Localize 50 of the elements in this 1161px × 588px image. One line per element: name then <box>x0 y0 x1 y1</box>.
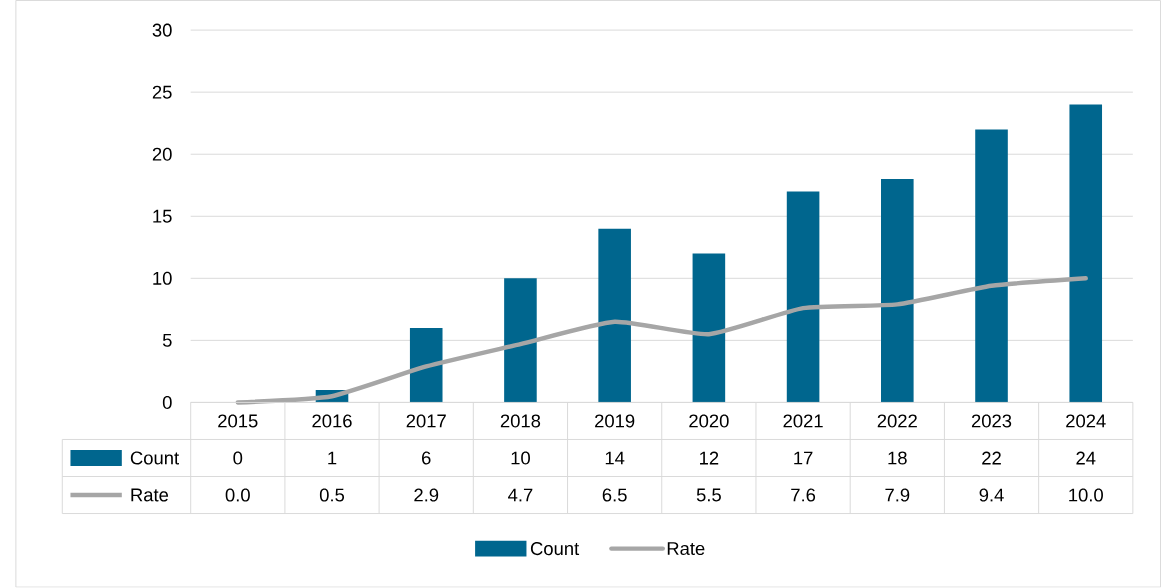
data-label: 10.0 <box>1069 488 1103 502</box>
bar <box>598 228 631 403</box>
x-tick-label: 2022 <box>877 414 917 428</box>
data-label: 0.0 <box>225 488 250 502</box>
data-label: 7.6 <box>791 488 816 502</box>
bar <box>504 278 537 403</box>
data-label: 18 <box>888 451 907 465</box>
y-tick-label: 30 <box>152 23 172 37</box>
x-tick-label: 2024 <box>1066 414 1106 428</box>
data-label: 6.5 <box>602 488 627 502</box>
x-tick-label: 2021 <box>783 414 823 428</box>
text: Count <box>130 451 179 465</box>
y-tick-label: 0 <box>162 396 172 410</box>
data-label: 5.5 <box>696 488 721 502</box>
data-label: 6 <box>422 451 431 465</box>
x-tick-label: 2016 <box>312 414 352 428</box>
y-tick-label: 5 <box>162 334 172 348</box>
bar <box>1069 104 1103 403</box>
bar <box>975 129 1008 403</box>
legend-label: Rate <box>131 488 169 502</box>
data-label: 17 <box>794 451 813 465</box>
data-label: 14 <box>605 451 625 465</box>
legend-label: Count <box>530 542 580 556</box>
text: Rate <box>667 542 705 556</box>
bar <box>881 179 914 403</box>
bar <box>786 191 820 403</box>
data-label: 2.9 <box>414 488 439 502</box>
data-label: 10 <box>511 451 530 465</box>
line-series <box>235 276 1088 405</box>
y-tick-label: 10 <box>153 271 172 286</box>
data-label: 7.9 <box>885 488 910 502</box>
data-label: 24 <box>1076 451 1096 465</box>
data-label: 22 <box>982 451 1001 465</box>
data-label: 0 <box>233 451 243 465</box>
x-tick-label: 2020 <box>689 414 729 428</box>
x-tick-label: 2018 <box>500 414 541 428</box>
data-label: 4.7 <box>508 488 533 502</box>
x-tick-label: 2019 <box>595 414 635 428</box>
bar <box>409 328 443 403</box>
data-label: 1 <box>328 451 337 465</box>
y-tick-label: 15 <box>153 210 172 223</box>
x-tick-label: 2015 <box>218 414 258 428</box>
y-tick-label: 20 <box>152 147 172 161</box>
y-tick-label: 25 <box>152 85 172 99</box>
x-tick-label: 2023 <box>971 414 1012 428</box>
data-label: 9.4 <box>979 488 1004 502</box>
data-label: 0.5 <box>319 488 345 502</box>
bar <box>692 253 726 403</box>
x-tick-label: 2017 <box>406 414 446 428</box>
data-label: 12 <box>700 451 719 465</box>
